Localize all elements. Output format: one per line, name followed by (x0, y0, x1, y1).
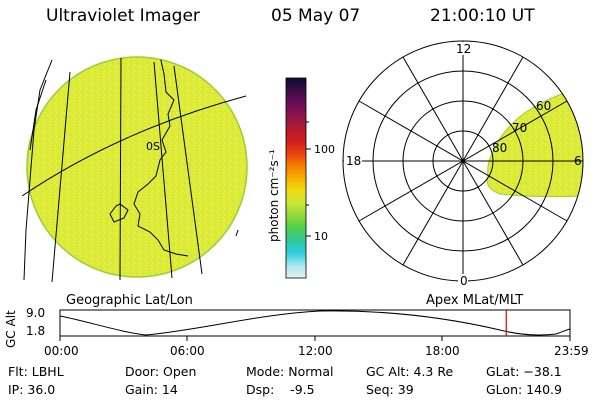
time-label: 21:00:10 UT (430, 6, 535, 26)
grid-lon-1 (51, 71, 71, 283)
grid-lon-4 (173, 65, 203, 275)
status-door: Door: Open (125, 364, 197, 379)
geo-caption: Geographic Lat/Lon (66, 293, 193, 308)
status-mode: Mode: Normal (246, 364, 334, 379)
geographic-map: 0S (21, 56, 248, 283)
mlt-label-18: 18 (346, 154, 361, 168)
status-flt: Flt: LBHL (8, 364, 64, 379)
altitude-curve (59, 310, 571, 336)
mlt-label-12: 12 (456, 42, 471, 56)
colorbar-unit: photon cm⁻²s⁻¹ (267, 149, 281, 242)
x-label-2359: 23:59 (554, 344, 589, 358)
grid-lon-2 (119, 57, 122, 281)
y-tick-1: 1.8 (26, 324, 46, 338)
grid-lat-1 (21, 95, 247, 197)
status-glon: GLon: 140.9 (486, 382, 562, 397)
colorbar-label-10: 10 (314, 230, 328, 243)
limb-line-left-2 (29, 79, 47, 151)
mlt-label-6: 6 (574, 154, 582, 168)
colorbar-label-100: 100 (314, 143, 335, 156)
status-glat: GLat: −38.1 (486, 364, 562, 379)
status-ip: IP: 36.0 (8, 382, 56, 397)
y-tick-9: 9.0 (26, 306, 46, 320)
date-label: 05 May 07 (271, 6, 361, 26)
polar-spoke-4 (358, 100, 568, 222)
limb-line-left (23, 59, 53, 281)
timeline-frame (59, 309, 571, 337)
status-dsp: Dsp: -9.5 (246, 382, 315, 397)
apex-caption: Apex MLat/MLT (426, 293, 524, 308)
colorbar: 100 10 photon cm⁻²s⁻¹ (267, 77, 335, 279)
grid-lon-3 (153, 61, 173, 279)
status-seq: Seq: 39 (366, 382, 414, 397)
instrument-title: Ultraviolet Imager (46, 6, 200, 26)
x-label-0000: 00:00 (44, 344, 79, 358)
status-gain: Gain: 14 (125, 382, 178, 397)
lat-label-80: 80 (492, 141, 507, 155)
lat-label-70: 70 (512, 121, 527, 135)
colorbar-rect (285, 77, 307, 279)
uv-disk (26, 56, 248, 278)
mlt-label-0: 0 (460, 274, 468, 288)
x-label-1800: 18:00 (425, 344, 460, 358)
polar-map: 12 18 6 0 60 70 80 (342, 40, 584, 288)
x-label-0600: 06:00 (170, 344, 205, 358)
status-gcalt: GC Alt: 4.3 Re (366, 364, 454, 379)
map-marker-label: 0S (146, 140, 160, 153)
x-label-1200: 12:00 (298, 344, 333, 358)
altitude-timeline (59, 309, 571, 341)
lat-label-60: 60 (536, 99, 551, 113)
edge-line-right (235, 229, 239, 237)
aurora-region (486, 89, 583, 198)
timeline-axis-label: GC Alt (4, 310, 18, 348)
